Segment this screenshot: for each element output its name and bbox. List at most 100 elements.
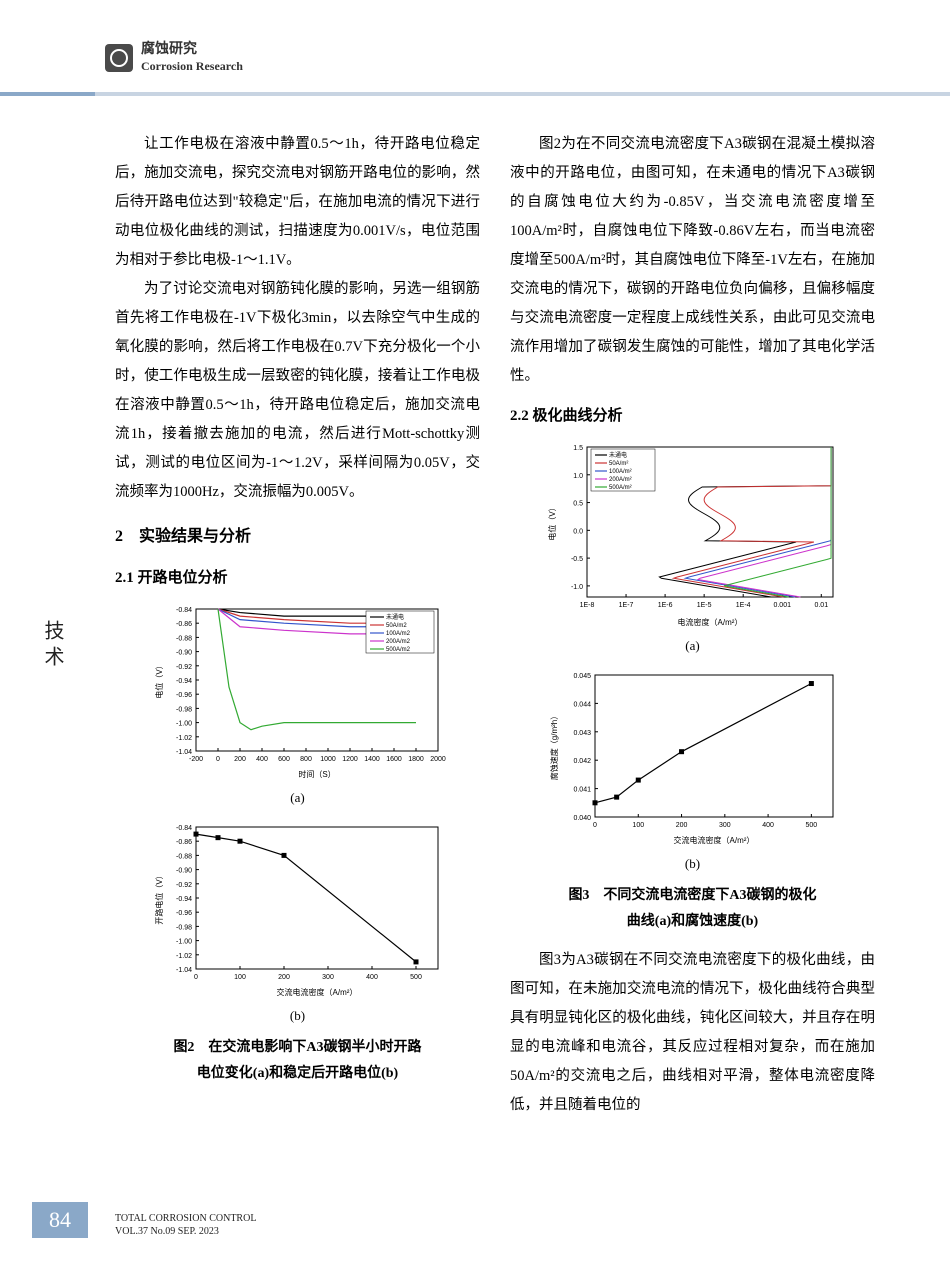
footer-journal-info: TOTAL CORROSION CONTROL VOL.37 No.09 SEP…: [115, 1212, 256, 1238]
svg-text:-0.84: -0.84: [176, 607, 192, 614]
svg-text:200: 200: [278, 974, 290, 981]
svg-text:电位（V）: 电位（V）: [154, 661, 164, 698]
page-content: 让工作电极在溶液中静置0.5～1h，待开路电位稳定后，施加交流电，探究交流电对钢…: [115, 130, 875, 1120]
svg-text:1E-5: 1E-5: [696, 602, 711, 609]
svg-text:100A/m²: 100A/m²: [609, 469, 632, 475]
svg-text:0.040: 0.040: [573, 815, 591, 822]
svg-text:600: 600: [278, 756, 290, 763]
svg-text:开路电位（V）: 开路电位（V）: [154, 871, 164, 924]
svg-text:-0.94: -0.94: [176, 896, 192, 903]
svg-text:500: 500: [410, 974, 422, 981]
svg-text:0.001: 0.001: [773, 602, 791, 609]
svg-text:时间（S）: 时间（S）: [298, 769, 335, 779]
svg-text:800: 800: [300, 756, 312, 763]
svg-text:1E-6: 1E-6: [657, 602, 672, 609]
svg-text:100: 100: [632, 822, 644, 829]
svg-text:0.5: 0.5: [573, 501, 583, 508]
svg-text:300: 300: [322, 974, 334, 981]
svg-text:未通电: 未通电: [386, 613, 404, 621]
svg-text:50A/m2: 50A/m2: [386, 623, 407, 629]
svg-text:-0.98: -0.98: [176, 924, 192, 931]
svg-text:腐蚀速度（g/m²h）: 腐蚀速度（g/m²h）: [549, 712, 559, 780]
svg-text:0.0: 0.0: [573, 528, 583, 535]
journal-logo-icon: [105, 44, 133, 72]
section-heading-2: 2 实验结果与分析: [115, 521, 480, 553]
svg-text:0.045: 0.045: [573, 673, 591, 680]
svg-text:400: 400: [762, 822, 774, 829]
svg-text:200A/m2: 200A/m2: [386, 639, 411, 645]
fig2b-label: (b): [115, 1003, 480, 1029]
body-para: 让工作电极在溶液中静置0.5～1h，待开路电位稳定后，施加交流电，探究交流电对钢…: [115, 130, 480, 275]
svg-text:0.041: 0.041: [573, 787, 591, 794]
fig3b-label: (b): [510, 851, 875, 877]
journal-category: 腐蚀研究 Corrosion Research: [141, 42, 243, 73]
figure-3b: 01002003004005000.0400.0410.0420.0430.04…: [543, 667, 843, 847]
svg-text:-1.02: -1.02: [176, 953, 192, 960]
svg-text:0.042: 0.042: [573, 758, 591, 765]
svg-text:-1.00: -1.00: [176, 939, 192, 946]
svg-text:1.5: 1.5: [573, 445, 583, 452]
svg-text:-1.04: -1.04: [176, 967, 192, 974]
svg-text:1E-8: 1E-8: [579, 602, 594, 609]
category-en: Corrosion Research: [141, 59, 243, 73]
figure-2b: 0100200300400500-1.04-1.02-1.00-0.98-0.9…: [148, 819, 448, 999]
footer-line1: TOTAL CORROSION CONTROL: [115, 1212, 256, 1225]
header-rule: [0, 92, 950, 96]
svg-text:1E-4: 1E-4: [735, 602, 750, 609]
svg-text:200A/m²: 200A/m²: [609, 477, 632, 483]
svg-text:-0.92: -0.92: [176, 882, 192, 889]
fig2-caption-l2: 电位变化(a)和稳定后开路电位(b): [115, 1063, 480, 1085]
fig3a-label: (a): [510, 633, 875, 659]
fig2-caption-l1: 图2 在交流电影响下A3碳钢半小时开路: [115, 1037, 480, 1059]
svg-text:交流电流密度（A/m²）: 交流电流密度（A/m²）: [276, 987, 357, 997]
subsection-heading-21: 2.1 开路电位分析: [115, 563, 480, 593]
svg-text:0: 0: [216, 756, 220, 763]
svg-text:100: 100: [234, 974, 246, 981]
svg-text:1000: 1000: [320, 756, 336, 763]
svg-text:-1.0: -1.0: [570, 584, 582, 591]
svg-text:-0.90: -0.90: [176, 650, 192, 657]
svg-text:0: 0: [593, 822, 597, 829]
journal-header: 腐蚀研究 Corrosion Research: [105, 42, 243, 73]
footer-line2: VOL.37 No.09 SEP. 2023: [115, 1225, 256, 1238]
svg-text:-0.96: -0.96: [176, 692, 192, 699]
body-para: 图2为在不同交流电流密度下A3碳钢在混凝土模拟溶液中的开路电位，由图可知，在未通…: [510, 130, 875, 391]
svg-text:-0.96: -0.96: [176, 910, 192, 917]
figure-3a: 1E-81E-71E-61E-51E-40.0010.01-1.0-0.50.0…: [543, 439, 843, 629]
right-column: 图2为在不同交流电流密度下A3碳钢在混凝土模拟溶液中的开路电位，由图可知，在未通…: [510, 130, 875, 1120]
svg-text:100A/m2: 100A/m2: [386, 631, 411, 637]
svg-text:0.043: 0.043: [573, 730, 591, 737]
fig2b-chart: 0100200300400500-1.04-1.02-1.00-0.98-0.9…: [148, 819, 448, 999]
svg-text:-0.86: -0.86: [176, 839, 192, 846]
svg-text:1600: 1600: [386, 756, 402, 763]
svg-text:1.0: 1.0: [573, 473, 583, 480]
svg-text:0: 0: [194, 974, 198, 981]
svg-text:1800: 1800: [408, 756, 424, 763]
subsection-heading-22: 2.2 极化曲线分析: [510, 401, 875, 431]
svg-text:-200: -200: [188, 756, 202, 763]
fig3-caption-l1: 图3 不同交流电流密度下A3碳钢的极化: [510, 885, 875, 907]
svg-text:50A/m²: 50A/m²: [609, 461, 628, 467]
fig2a-chart: -200020040060080010001200140016001800200…: [148, 601, 448, 781]
svg-text:-0.92: -0.92: [176, 664, 192, 671]
svg-text:-0.5: -0.5: [570, 556, 582, 563]
category-cn: 腐蚀研究: [141, 42, 243, 59]
side-category-label: 技术: [38, 620, 67, 672]
svg-text:-0.88: -0.88: [176, 635, 192, 642]
svg-text:-0.90: -0.90: [176, 868, 192, 875]
svg-text:-1.00: -1.00: [176, 721, 192, 728]
svg-text:交流电流密度（A/m²）: 交流电流密度（A/m²）: [673, 835, 754, 845]
svg-text:-0.84: -0.84: [176, 825, 192, 832]
fig3-caption-l2: 曲线(a)和腐蚀速度(b): [510, 911, 875, 933]
svg-text:-0.94: -0.94: [176, 678, 192, 685]
svg-text:-1.02: -1.02: [176, 735, 192, 742]
svg-text:-0.86: -0.86: [176, 621, 192, 628]
svg-text:500A/m2: 500A/m2: [386, 647, 411, 653]
left-column: 让工作电极在溶液中静置0.5～1h，待开路电位稳定后，施加交流电，探究交流电对钢…: [115, 130, 480, 1120]
svg-text:未通电: 未通电: [609, 451, 627, 459]
body-para: 图3为A3碳钢在不同交流电流密度下的极化曲线，由图可知，在未施加交流电流的情况下…: [510, 946, 875, 1120]
svg-text:1E-7: 1E-7: [618, 602, 633, 609]
figure-2a: -200020040060080010001200140016001800200…: [148, 601, 448, 781]
page-number: 84: [32, 1202, 88, 1238]
fig3b-chart: 01002003004005000.0400.0410.0420.0430.04…: [543, 667, 843, 847]
